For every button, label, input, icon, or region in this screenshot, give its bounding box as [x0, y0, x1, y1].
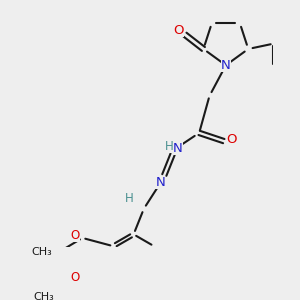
- Text: O: O: [70, 230, 80, 242]
- Text: N: N: [221, 59, 231, 72]
- Text: O: O: [174, 24, 184, 37]
- Text: CH₃: CH₃: [31, 247, 52, 257]
- Text: N: N: [173, 142, 182, 155]
- Text: O: O: [70, 272, 80, 284]
- Text: N: N: [155, 176, 165, 189]
- Text: O: O: [227, 133, 237, 146]
- Text: H: H: [125, 192, 134, 205]
- Text: CH₃: CH₃: [33, 292, 54, 300]
- Text: H: H: [165, 140, 174, 153]
